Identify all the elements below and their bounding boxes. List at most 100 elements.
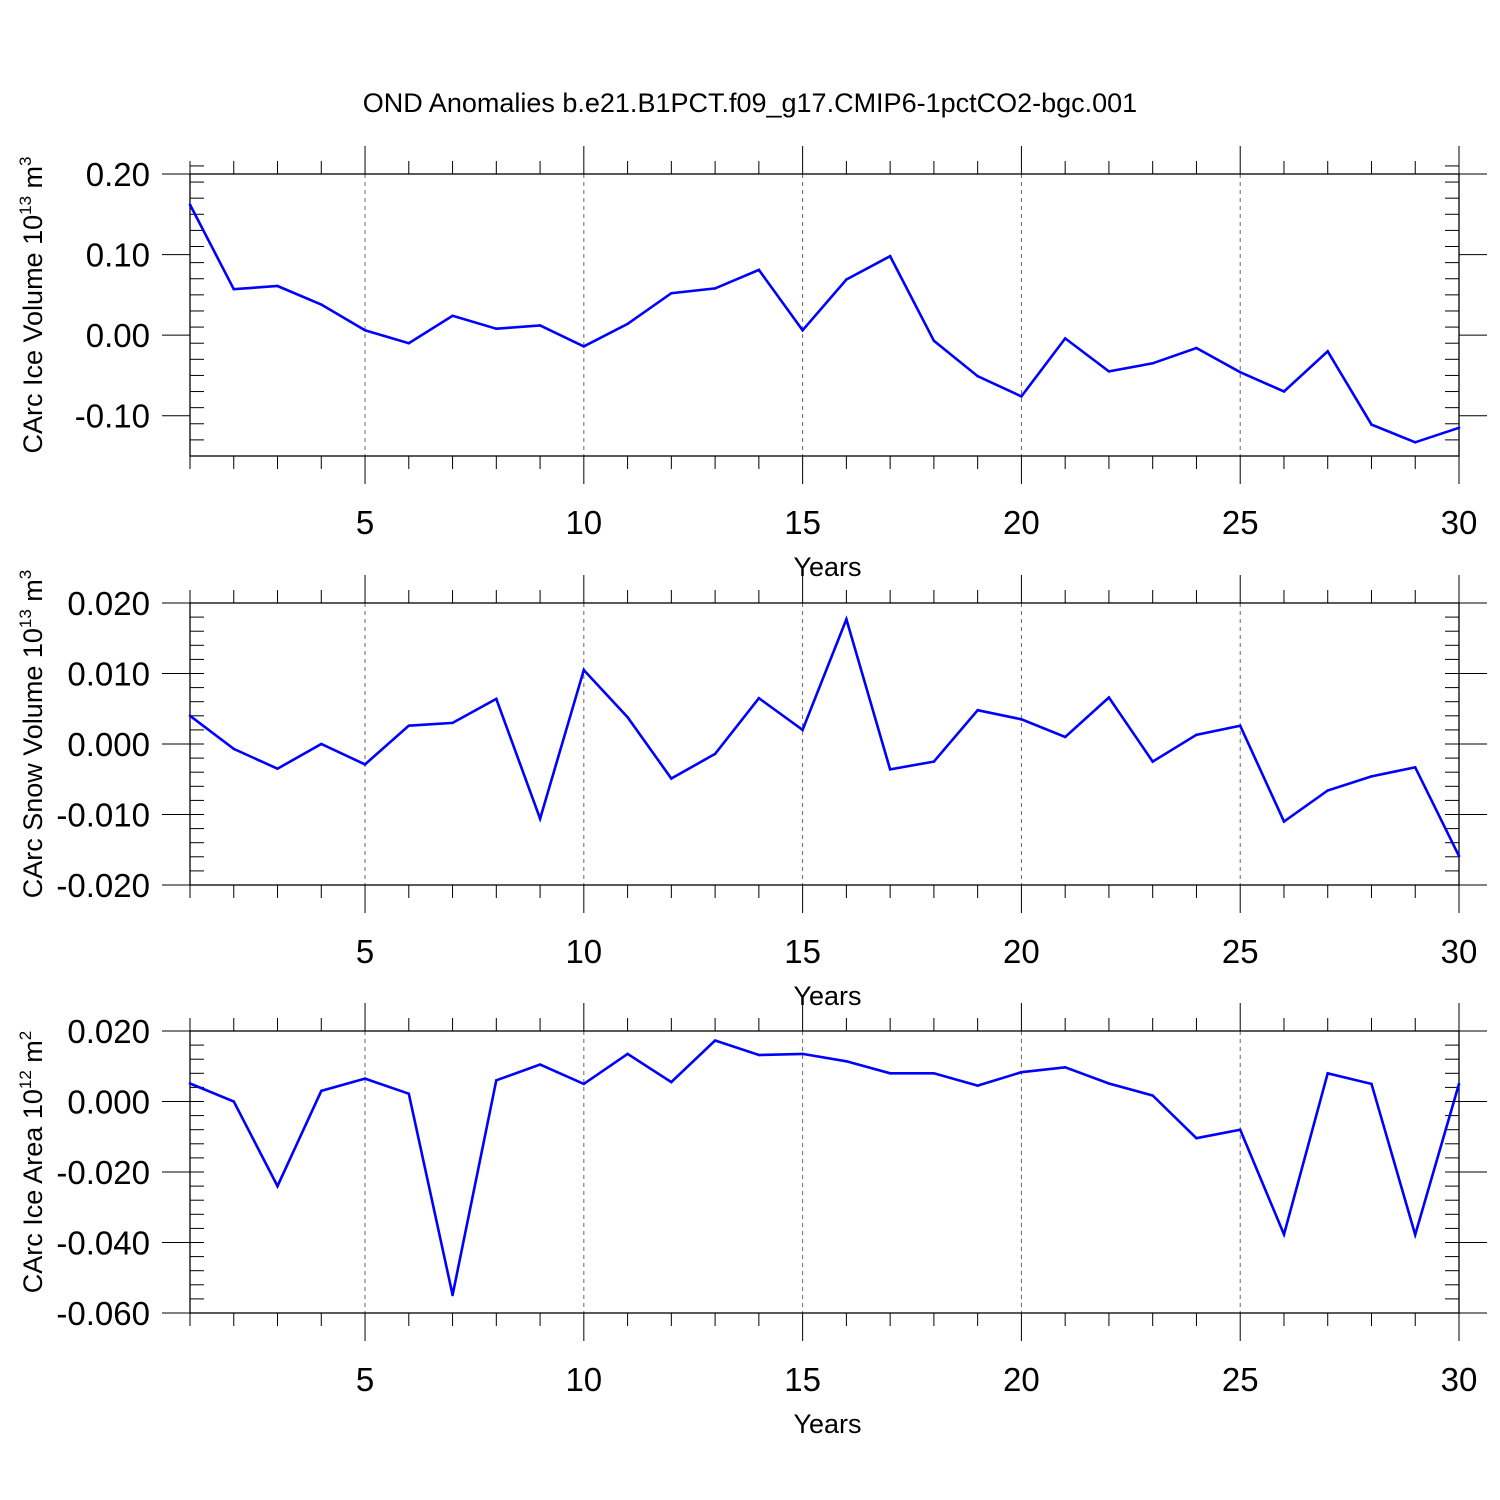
data-point	[1413, 1233, 1417, 1237]
x-axis-title: Years	[793, 981, 861, 1011]
data-point	[1457, 426, 1461, 430]
data-point	[1282, 820, 1286, 823]
series-line	[188, 204, 1460, 444]
data-point	[713, 752, 717, 756]
data-point	[1195, 733, 1198, 737]
data-point	[1238, 1128, 1242, 1131]
data-point	[188, 714, 192, 718]
data-point	[363, 763, 367, 766]
data-point	[232, 287, 236, 291]
x-tick-label: 15	[784, 933, 821, 970]
x-tick-label: 20	[1003, 933, 1040, 970]
y-axis-title-main: CArc Snow Volume 10	[18, 628, 48, 898]
y-axis-title-main: CArc Ice Volume 10	[18, 215, 48, 454]
x-tick-label: 10	[565, 504, 602, 541]
data-point	[1151, 1094, 1154, 1097]
y-axis-title-unit: m	[18, 1040, 48, 1070]
data-point	[1020, 395, 1023, 398]
y-axis-title-unit: m	[18, 166, 48, 196]
y-axis-title-unit-exponent: 2	[16, 1031, 35, 1040]
data-point	[188, 1082, 192, 1085]
y-axis-title-exponent: 12	[16, 1070, 35, 1089]
data-point	[626, 715, 629, 719]
y-tick-label: 0.000	[67, 726, 150, 763]
data-point	[1238, 724, 1242, 727]
y-axis-title: CArc Snow Volume 1013 m3	[16, 570, 48, 899]
data-point	[932, 339, 936, 343]
data-point	[1282, 1233, 1286, 1236]
data-point	[713, 1039, 717, 1042]
series-line	[189, 1039, 1461, 1296]
y-axis-title-unit-exponent: 3	[16, 570, 35, 579]
y-tick-label: -0.10	[75, 398, 150, 435]
data-point	[276, 284, 279, 288]
data-point	[1063, 1066, 1067, 1069]
data-point	[1238, 370, 1242, 374]
data-point	[1326, 349, 1330, 353]
x-tick-label: 20	[1003, 504, 1040, 541]
data-point	[363, 329, 367, 332]
chart-panel-1: 5 10 15 20 25 30 0.20 0.10 0.00 -0.10 Years CArc Ic…	[16, 146, 1487, 582]
data-point	[976, 1084, 979, 1087]
data-point	[451, 1293, 454, 1297]
data-point	[1063, 735, 1067, 739]
y-tick-label: -0.040	[56, 1225, 150, 1262]
data-point	[407, 1092, 411, 1096]
data-point	[1282, 390, 1286, 393]
x-tick-label: 25	[1222, 933, 1259, 970]
x-tick-label: 15	[784, 504, 821, 541]
data-point	[582, 345, 586, 348]
x-tick-label: 25	[1222, 1361, 1259, 1398]
x-tick-label: 15	[784, 1361, 821, 1398]
data-point	[582, 668, 586, 672]
data-point	[801, 728, 804, 732]
chart-title: OND Anomalies b.e21.B1PCT.f09_g17.CMIP6-…	[363, 88, 1137, 118]
data-point	[319, 303, 323, 306]
data-point	[670, 777, 673, 780]
x-tick-label: 30	[1441, 1361, 1478, 1398]
data-point	[932, 1072, 936, 1075]
data-point	[1151, 760, 1154, 763]
y-tick-label: 0.020	[67, 1013, 150, 1050]
data-point	[626, 1052, 629, 1056]
data-point	[1107, 370, 1111, 373]
y-tick-label: 0.20	[86, 156, 150, 193]
data-point	[319, 742, 323, 746]
x-axis-title: Years	[793, 1409, 861, 1439]
y-tick-label: -0.010	[56, 797, 150, 834]
data-point	[1457, 1082, 1461, 1086]
data-point	[495, 327, 498, 330]
data-point	[188, 203, 192, 206]
y-axis-title: CArc Ice Area 1012 m2	[16, 1031, 48, 1294]
data-point	[1326, 1072, 1330, 1075]
data-point	[1370, 775, 1373, 778]
data-point	[538, 1063, 542, 1066]
x-axis-title: Years	[793, 552, 861, 582]
y-tick-label: -0.060	[56, 1295, 150, 1332]
data-point	[319, 1089, 323, 1093]
data-point	[363, 1077, 367, 1080]
y-axis-title-unit-exponent: 3	[16, 156, 35, 165]
data-point	[932, 760, 936, 763]
data-point	[232, 1100, 236, 1103]
data-point	[1413, 441, 1417, 444]
y-tick-label: 0.020	[67, 585, 150, 622]
data-point	[451, 314, 454, 318]
data-point	[888, 768, 892, 771]
data-point	[801, 1052, 804, 1056]
x-tick-label: 30	[1441, 933, 1478, 970]
data-point	[1107, 1082, 1111, 1085]
x-tick-label: 5	[356, 1361, 374, 1398]
x-tick-label: 10	[565, 933, 602, 970]
x-tick-label: 10	[565, 1361, 602, 1398]
x-tick-label: 5	[356, 504, 374, 541]
plot-frame	[189, 173, 1460, 457]
x-tick-label: 30	[1441, 504, 1478, 541]
y-tick-label: 0.00	[86, 317, 150, 354]
y-tick-label: 0.10	[86, 237, 150, 274]
data-point	[1370, 423, 1373, 426]
y-tick-label: -0.020	[56, 867, 150, 904]
data-point	[1370, 1082, 1373, 1086]
data-point	[1020, 1070, 1023, 1074]
data-point	[801, 329, 804, 332]
